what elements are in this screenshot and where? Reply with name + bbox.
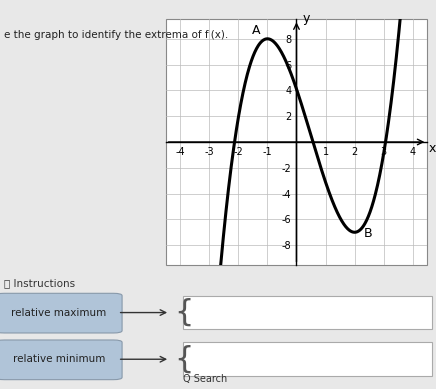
Text: {: {: [174, 345, 194, 374]
Text: relative minimum: relative minimum: [13, 354, 105, 364]
FancyBboxPatch shape: [183, 342, 432, 376]
Text: A: A: [252, 24, 260, 37]
Text: relative maximum: relative maximum: [11, 308, 106, 317]
Text: {: {: [174, 298, 194, 327]
Text: x: x: [429, 142, 436, 155]
Text: B: B: [363, 228, 372, 240]
FancyBboxPatch shape: [0, 293, 122, 333]
Text: y: y: [302, 12, 310, 25]
Text: Q Search: Q Search: [183, 374, 227, 384]
FancyBboxPatch shape: [183, 296, 432, 329]
Text: e the graph to identify the extrema of f (x).: e the graph to identify the extrema of f…: [4, 30, 228, 40]
FancyBboxPatch shape: [0, 340, 122, 380]
Text: ⓘ Instructions: ⓘ Instructions: [4, 278, 75, 288]
